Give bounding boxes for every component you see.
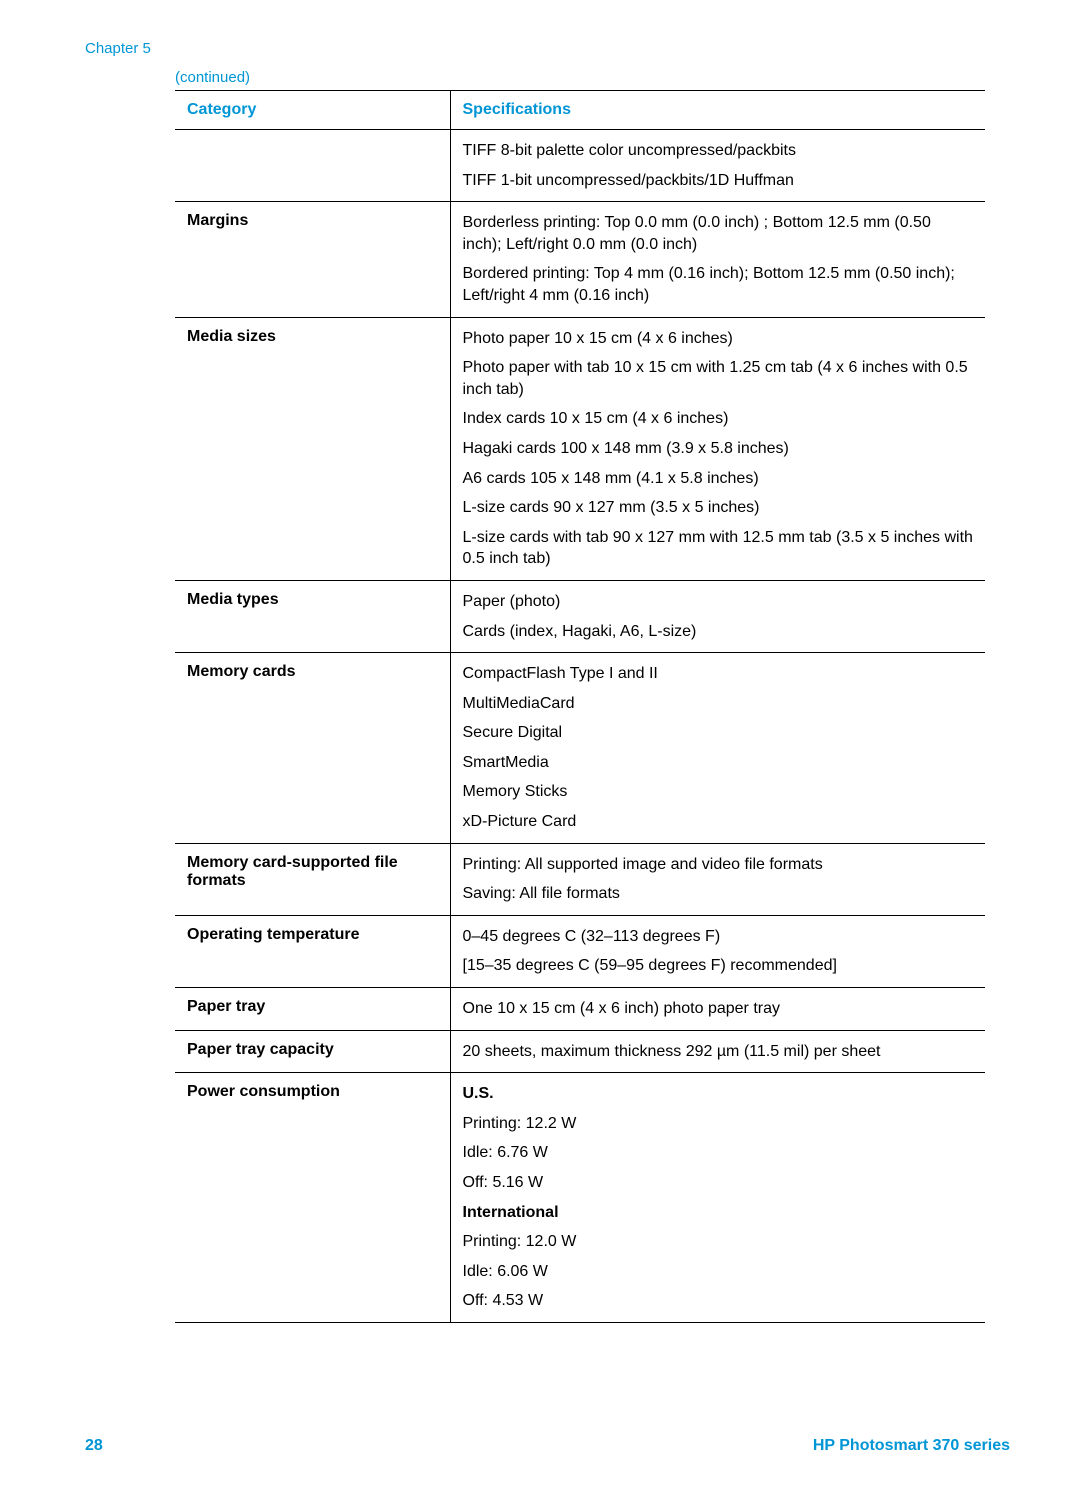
specification-cell: 20 sheets, maximum thickness 292 µm (11.…	[450, 1030, 985, 1073]
table-row: Margins Borderless printing: Top 0.0 mm (…	[175, 202, 985, 317]
category-cell: Media types	[175, 580, 450, 652]
spec-line: xD-Picture Card	[463, 811, 974, 833]
specification-cell: Paper (photo) Cards (index, Hagaki, A6, L…	[450, 580, 985, 652]
category-cell: Paper tray capacity	[175, 1030, 450, 1073]
table-header-row: Category Specifications	[175, 91, 985, 130]
spec-line: L-size cards with tab 90 x 127 mm with 1…	[463, 527, 974, 570]
specification-cell: TIFF 8-bit palette color uncompressed/pa…	[450, 130, 985, 202]
table-body: TIFF 8-bit palette color uncompressed/pa…	[175, 130, 985, 1323]
spec-line: International	[463, 1202, 974, 1224]
category-cell: Memory cards	[175, 653, 450, 844]
spec-line: TIFF 1-bit uncompressed/packbits/1D Huff…	[463, 170, 974, 192]
spec-line: Photo paper with tab 10 x 15 cm with 1.2…	[463, 357, 974, 400]
specification-cell: 0–45 degrees C (32–113 degrees F) [15–35 …	[450, 915, 985, 987]
spec-line: Index cards 10 x 15 cm (4 x 6 inches)	[463, 408, 974, 430]
specification-cell: CompactFlash Type I and II MultiMediaCard…	[450, 653, 985, 844]
specification-cell: U.S. Printing: 12.2 W Idle: 6.76 W Off: 5.1…	[450, 1073, 985, 1323]
spec-line: Idle: 6.06 W	[463, 1261, 974, 1283]
spec-line: Printing: All supported image and video …	[463, 854, 974, 876]
continued-label: (continued)	[175, 69, 1010, 86]
spec-line: SmartMedia	[463, 752, 974, 774]
table-row: Paper tray capacity 20 sheets, maximum th…	[175, 1030, 985, 1073]
spec-line: Off: 4.53 W	[463, 1290, 974, 1312]
page-footer: 28 HP Photosmart 370 series	[85, 1437, 1010, 1455]
spec-line: TIFF 8-bit palette color uncompressed/pa…	[463, 140, 974, 162]
spec-line: Hagaki cards 100 x 148 mm (3.9 x 5.8 inc…	[463, 438, 974, 460]
spec-line: L-size cards 90 x 127 mm (3.5 x 5 inches…	[463, 497, 974, 519]
spec-line: Idle: 6.76 W	[463, 1142, 974, 1164]
chapter-label: Chapter 5	[85, 40, 1010, 57]
page-number: 28	[85, 1437, 103, 1455]
specifications-table: Category Specifications TIFF 8-bit palet…	[175, 90, 985, 1323]
table-row: Media sizesPhoto paper 10 x 15 cm (4 x 6…	[175, 317, 985, 580]
table-row: Power consumption U.S. Printing: 12.2 W Idl…	[175, 1073, 985, 1323]
category-cell: Memory card-supported file formats	[175, 843, 450, 915]
category-cell: Margins	[175, 202, 450, 317]
spec-line: Saving: All file formats	[463, 883, 974, 905]
category-cell: Power consumption	[175, 1073, 450, 1323]
specification-cell: One 10 x 15 cm (4 x 6 inch) photo paper …	[450, 988, 985, 1031]
header-category: Category	[175, 91, 450, 130]
category-cell: Media sizes	[175, 317, 450, 580]
spec-line: A6 cards 105 x 148 mm (4.1 x 5.8 inches)	[463, 468, 974, 490]
spec-line: 0–45 degrees C (32–113 degrees F)	[463, 926, 974, 948]
table-row: Memory card-supported file formats Printi…	[175, 843, 985, 915]
specification-cell: Borderless printing: Top 0.0 mm (0.0 inc…	[450, 202, 985, 317]
table-row: Media types Paper (photo) Cards (index, Ha…	[175, 580, 985, 652]
page-container: Chapter 5 (continued) Category Specifica…	[0, 0, 1080, 1495]
spec-line: MultiMediaCard	[463, 693, 974, 715]
spec-line: 20 sheets, maximum thickness 292 µm (11.…	[463, 1041, 974, 1063]
category-cell: Paper tray	[175, 988, 450, 1031]
table-row: Paper tray One 10 x 15 cm (4 x 6 inch) ph…	[175, 988, 985, 1031]
spec-line: One 10 x 15 cm (4 x 6 inch) photo paper …	[463, 998, 974, 1020]
spec-line: Off: 5.16 W	[463, 1172, 974, 1194]
spec-line: U.S.	[463, 1083, 974, 1105]
spec-line: Borderless printing: Top 0.0 mm (0.0 inc…	[463, 212, 974, 255]
spec-line: Paper (photo)	[463, 591, 974, 613]
table-row: TIFF 8-bit palette color uncompressed/pa…	[175, 130, 985, 202]
spec-line: [15–35 degrees C (59–95 degrees F) recom…	[463, 955, 974, 977]
spec-line: Printing: 12.2 W	[463, 1113, 974, 1135]
spec-line: Photo paper 10 x 15 cm (4 x 6 inches)	[463, 328, 974, 350]
footer-title: HP Photosmart 370 series	[813, 1437, 1010, 1455]
header-specifications: Specifications	[450, 91, 985, 130]
table-row: Operating temperature0–45 degrees C (32–…	[175, 915, 985, 987]
specification-cell: Photo paper 10 x 15 cm (4 x 6 inches) Pho…	[450, 317, 985, 580]
spec-line: Memory Sticks	[463, 781, 974, 803]
spec-line: Secure Digital	[463, 722, 974, 744]
spec-line: Printing: 12.0 W	[463, 1231, 974, 1253]
table-row: Memory cards CompactFlash Type I and II Mu…	[175, 653, 985, 844]
spec-line: CompactFlash Type I and II	[463, 663, 974, 685]
category-cell: Operating temperature	[175, 915, 450, 987]
spec-line: Cards (index, Hagaki, A6, L-size)	[463, 621, 974, 643]
category-cell	[175, 130, 450, 202]
spec-line: Bordered printing: Top 4 mm (0.16 inch);…	[463, 263, 974, 306]
specification-cell: Printing: All supported image and video …	[450, 843, 985, 915]
